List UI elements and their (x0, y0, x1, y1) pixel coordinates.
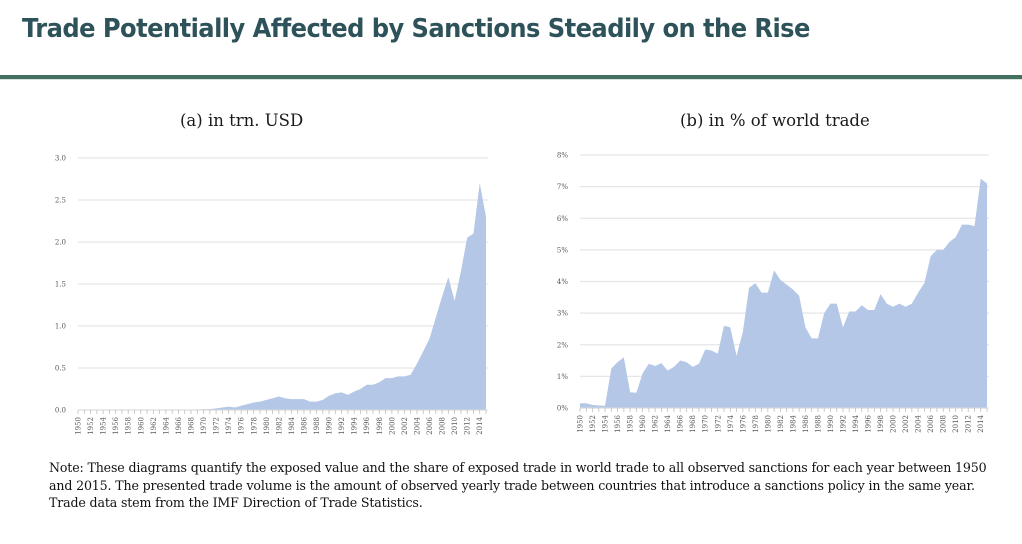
x-tick-label: 1974 (225, 416, 233, 434)
title-divider-shadow (0, 79, 1022, 80)
x-tick-label: 2004 (413, 416, 421, 434)
x-tick-label: 2008 (940, 415, 948, 433)
y-tick-label: 0% (557, 405, 568, 413)
y-tick-label: 2.0 (55, 239, 66, 247)
y-tick-label: 1.0 (55, 323, 66, 331)
x-tick-label: 1964 (664, 414, 672, 432)
y-tick-label: 4% (557, 278, 568, 286)
x-tick-label: 2000 (388, 417, 396, 435)
x-tick-label: 2014 (476, 416, 484, 434)
x-tick-label: 1962 (652, 415, 660, 433)
x-tick-label: 2012 (464, 417, 472, 435)
chart-note: Note: These diagrams quantify the expose… (49, 460, 987, 510)
x-tick-label: 2010 (952, 415, 960, 433)
y-tick-label: 2% (557, 341, 568, 349)
y-tick-label: 3% (557, 310, 568, 318)
x-tick-label: 1958 (627, 415, 635, 433)
page-title: Trade Potentially Affected by Sanctions … (22, 14, 810, 44)
x-tick-label: 2004 (915, 414, 923, 432)
x-tick-label: 2006 (426, 416, 434, 434)
y-tick-label: 2.5 (55, 197, 66, 205)
area-series (78, 183, 486, 410)
x-tick-label: 1978 (752, 415, 760, 433)
y-tick-label: 3.0 (55, 155, 66, 163)
x-tick-label: 2012 (965, 415, 973, 433)
y-tick-label: 0.0 (55, 407, 66, 415)
x-tick-label: 1950 (75, 417, 83, 435)
x-tick-label: 1994 (351, 416, 359, 434)
x-tick-label: 2006 (927, 414, 935, 432)
x-tick-label: 1956 (112, 416, 120, 434)
x-tick-label: 1954 (100, 416, 108, 434)
x-tick-label: 1994 (852, 414, 860, 432)
x-tick-label: 1998 (877, 415, 885, 433)
y-tick-label: 0.5 (55, 365, 66, 373)
x-tick-label: 1956 (614, 414, 622, 432)
y-tick-label: 8% (557, 152, 568, 160)
x-tick-label: 1990 (827, 415, 835, 433)
x-tick-label: 1982 (777, 415, 785, 433)
x-tick-label: 1968 (689, 415, 697, 433)
x-tick-label: 2010 (451, 417, 459, 435)
x-tick-label: 2002 (902, 415, 910, 433)
y-tick-label: 1.5 (55, 281, 66, 289)
x-tick-label: 2008 (439, 417, 447, 435)
x-tick-label: 1952 (589, 415, 597, 433)
x-tick-label: 1986 (300, 416, 308, 434)
x-tick-label: 1962 (150, 417, 158, 435)
x-tick-label: 1984 (789, 414, 797, 432)
x-tick-label: 1960 (639, 415, 647, 433)
x-tick-label: 1986 (802, 414, 810, 432)
x-tick-label: 1980 (263, 417, 271, 435)
x-tick-label: 1978 (250, 417, 258, 435)
x-tick-label: 1998 (376, 417, 384, 435)
x-tick-label: 1964 (162, 416, 170, 434)
x-tick-label: 1992 (839, 415, 847, 433)
y-tick-label: 5% (557, 246, 568, 254)
x-tick-label: 1976 (739, 414, 747, 432)
x-tick-label: 2014 (977, 414, 985, 432)
x-tick-label: 1968 (187, 417, 195, 435)
x-tick-label: 1984 (288, 416, 296, 434)
chart-b-title: (b) in % of world trade (680, 111, 870, 130)
x-tick-label: 1988 (814, 415, 822, 433)
y-tick-label: 6% (557, 215, 568, 223)
chart-a-title: (a) in trn. USD (180, 111, 304, 130)
x-tick-label: 1976 (238, 416, 246, 434)
x-tick-label: 1972 (714, 415, 722, 433)
x-tick-label: 1966 (677, 414, 685, 432)
x-tick-label: 1950 (577, 415, 585, 433)
y-tick-label: 1% (557, 373, 568, 381)
x-tick-label: 1960 (137, 417, 145, 435)
x-tick-label: 1970 (200, 417, 208, 435)
y-tick-label: 7% (557, 183, 568, 191)
x-tick-label: 1966 (175, 416, 183, 434)
x-tick-label: 1990 (326, 417, 334, 435)
x-tick-label: 1980 (764, 415, 772, 433)
x-tick-label: 1958 (125, 417, 133, 435)
x-tick-label: 1970 (702, 415, 710, 433)
x-tick-label: 1954 (602, 414, 610, 432)
x-tick-label: 1972 (213, 417, 221, 435)
x-tick-label: 2000 (890, 415, 898, 433)
x-tick-label: 1982 (275, 417, 283, 435)
area-series (580, 178, 987, 408)
x-tick-label: 1992 (338, 417, 346, 435)
x-tick-label: 1952 (87, 417, 95, 435)
x-tick-label: 2002 (401, 417, 409, 435)
x-tick-label: 1974 (727, 414, 735, 432)
title-divider (0, 75, 1022, 79)
x-tick-label: 1988 (313, 417, 321, 435)
x-tick-label: 1996 (363, 416, 371, 434)
x-tick-label: 1996 (865, 414, 873, 432)
